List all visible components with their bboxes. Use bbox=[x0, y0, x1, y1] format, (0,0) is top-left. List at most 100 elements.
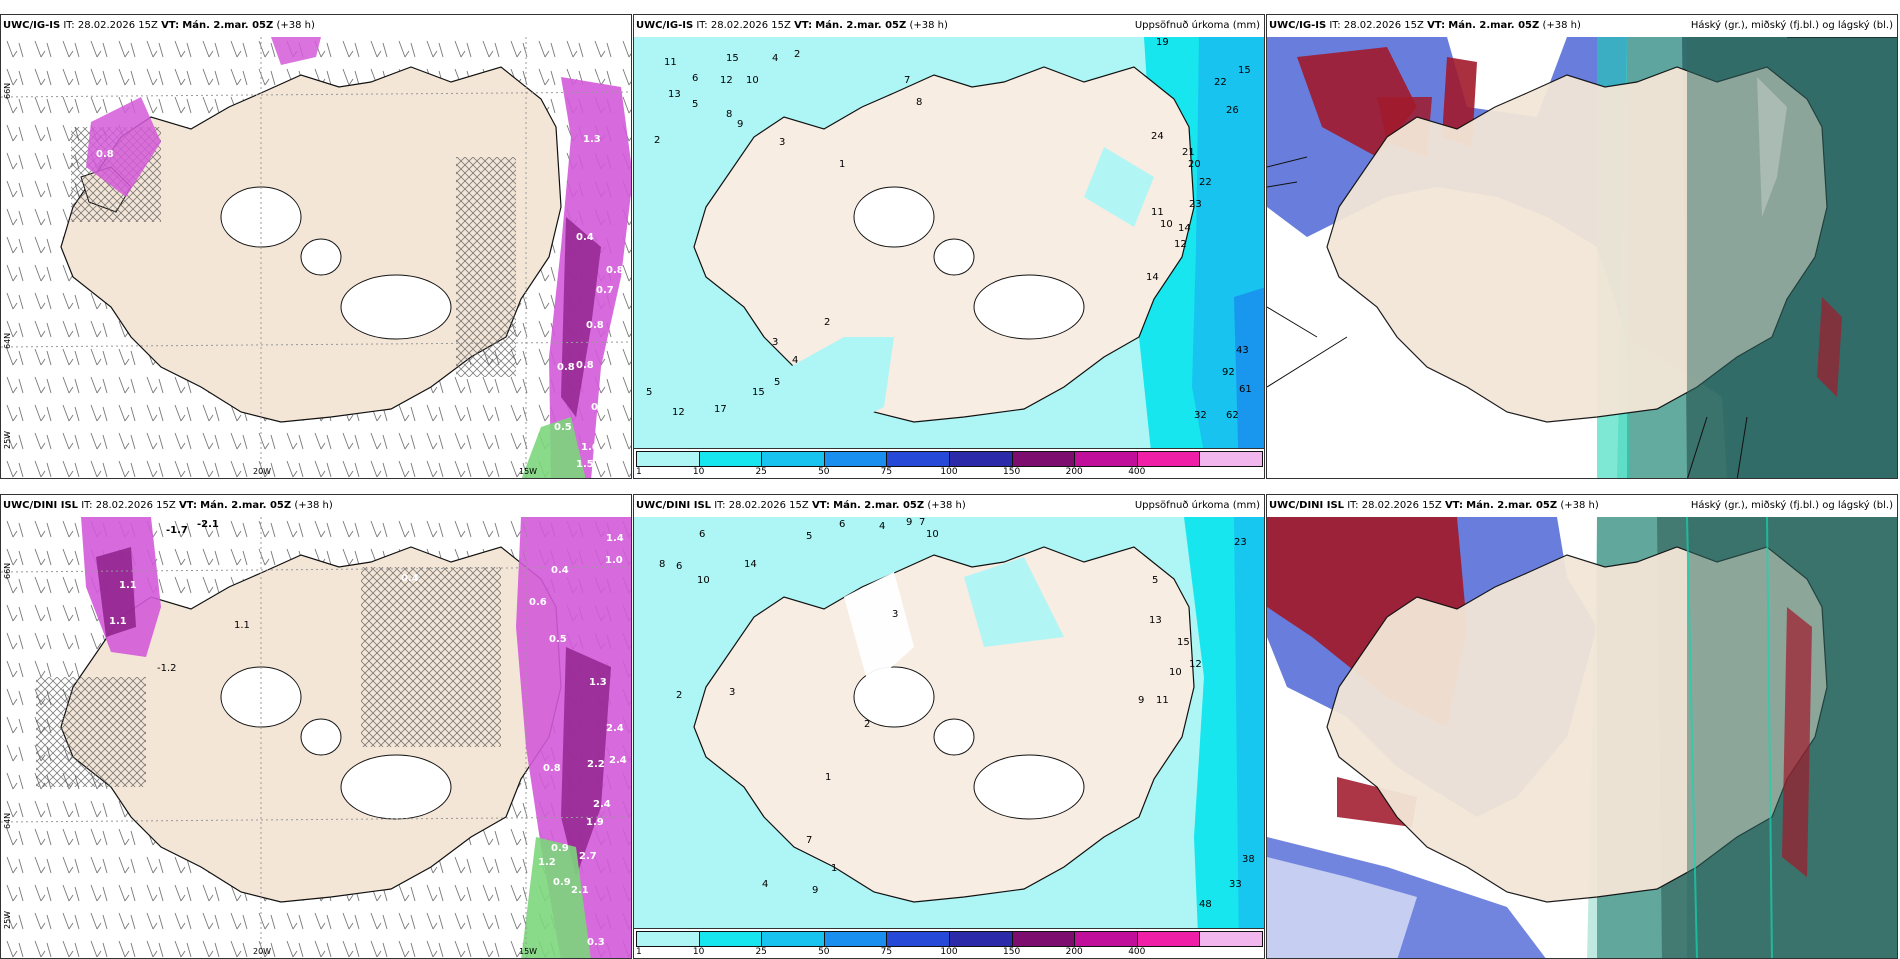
value-4: 4 bbox=[879, 521, 886, 532]
it-label: IT: bbox=[1347, 500, 1359, 511]
value-7: 7 bbox=[904, 75, 911, 86]
value-9: 9 bbox=[737, 119, 744, 130]
panel-header: UWC/IG-IS IT: 28.02.2026 15Z VT: Mán. 2.… bbox=[1, 15, 631, 37]
colorbar-swatch bbox=[698, 451, 763, 467]
value-32: 32 bbox=[1194, 410, 1207, 421]
value-6: 1.0 bbox=[605, 555, 623, 566]
map-svg bbox=[634, 517, 1264, 958]
value-3: 1.3 bbox=[583, 134, 601, 145]
vt-label: VT: bbox=[1444, 500, 1463, 511]
colorbar-label: 10 bbox=[692, 467, 705, 477]
value-17: 17 bbox=[714, 404, 727, 415]
it-value: 28.02.2026 15Z bbox=[77, 20, 158, 31]
it-label: IT: bbox=[696, 20, 708, 31]
value-5: 1.1 bbox=[109, 616, 127, 627]
value-2: -2.1 bbox=[197, 519, 219, 530]
lat-label-66n: 66N bbox=[3, 562, 12, 579]
panel-title bbox=[627, 15, 629, 37]
colorbar-swatches bbox=[636, 451, 1263, 467]
lat-label-25w: 25W bbox=[3, 430, 12, 449]
lat-label-64n: 64N bbox=[3, 332, 12, 349]
panel-header: UWC/DINI ISL IT: 28.02.2026 15Z VT: Mán.… bbox=[1267, 495, 1897, 517]
vt-value: Mán. 2.mar. 05Z bbox=[182, 20, 274, 31]
model-name: UWC/IG-IS bbox=[1269, 20, 1327, 31]
value-33: 33 bbox=[1229, 879, 1242, 890]
value-6: 6 bbox=[692, 73, 699, 84]
panel-title: Háský (gr.), miðský (fj.bl.) og lágský (… bbox=[1690, 500, 1893, 511]
colorbar-swatch bbox=[948, 451, 1013, 467]
map-svg bbox=[1, 517, 631, 958]
it-value: 28.02.2026 15Z bbox=[1361, 500, 1442, 511]
value-3: 1.1 bbox=[234, 620, 250, 631]
lead-time: (+38 h) bbox=[276, 20, 315, 31]
value-5b: 5 bbox=[646, 387, 653, 398]
colorbar-swatch bbox=[1011, 451, 1076, 467]
value-10: 10 bbox=[926, 529, 939, 540]
map-cloud bbox=[1267, 37, 1897, 478]
value-3b: 3 bbox=[729, 687, 736, 698]
colorbar-swatch bbox=[636, 931, 700, 947]
value-20: 0.9 bbox=[553, 877, 571, 888]
value-15: 2.4 bbox=[593, 799, 611, 810]
value-11: 11 bbox=[1156, 695, 1169, 706]
colorbar-label: 100 bbox=[940, 467, 958, 477]
value-8: 8 bbox=[726, 109, 733, 120]
value-23: 23 bbox=[1189, 199, 1202, 210]
value-1: -1.7 bbox=[166, 525, 188, 536]
colorbar-label: 75 bbox=[880, 947, 893, 957]
colorbar-label: 10 bbox=[692, 947, 705, 957]
map-cloud bbox=[1267, 517, 1897, 958]
colorbar-label: 1 bbox=[636, 467, 642, 477]
value-8b: 8 bbox=[916, 97, 923, 108]
colorbar-label: 50 bbox=[818, 467, 830, 477]
panel-header: UWC/IG-IS IT: 28.02.2026 15Z VT: Mán. 2.… bbox=[634, 15, 1264, 37]
value-1: 1 bbox=[839, 159, 846, 170]
value-7: 0.8 bbox=[586, 320, 604, 331]
vt-value: Mán. 2.mar. 05Z bbox=[1466, 500, 1558, 511]
panel-dini-cloud: UWC/DINI ISL IT: 28.02.2026 15Z VT: Mán.… bbox=[1266, 494, 1898, 959]
value-10: 10 bbox=[746, 75, 759, 86]
model-name: UWC/DINI ISL bbox=[636, 500, 712, 511]
map-svg bbox=[1267, 37, 1897, 478]
vt-label: VT: bbox=[161, 20, 180, 31]
map-svg bbox=[1, 37, 631, 478]
lead-time: (+38 h) bbox=[1542, 20, 1581, 31]
value-61: 61 bbox=[1239, 384, 1252, 395]
it-label: IT: bbox=[81, 500, 93, 511]
value-6c: 6 bbox=[676, 561, 683, 572]
value-1: 1 bbox=[825, 772, 832, 783]
value-6: 6 bbox=[699, 529, 706, 540]
panel-header: UWC/DINI ISL IT: 28.02.2026 15Z VT: Mán.… bbox=[634, 495, 1264, 517]
value-7: 7 bbox=[919, 517, 926, 528]
value-9: 0.6 bbox=[529, 597, 547, 608]
value-10: 0.5 bbox=[549, 634, 567, 645]
vt-label: VT: bbox=[794, 20, 813, 31]
value-14: 2.4 bbox=[609, 755, 627, 766]
value-18: 0.9 bbox=[551, 843, 569, 854]
value-1: 1.7 bbox=[591, 55, 609, 66]
panel-title bbox=[627, 495, 629, 517]
colorbar-swatch bbox=[948, 931, 1013, 947]
vt-label: VT: bbox=[1427, 20, 1446, 31]
it-label: IT: bbox=[714, 500, 726, 511]
value-12: 12 bbox=[720, 75, 733, 86]
value-2b: 2 bbox=[676, 690, 683, 701]
value-14: 14 bbox=[744, 559, 757, 570]
lead-time: (+38 h) bbox=[909, 20, 948, 31]
panel-title: Uppsöfnuð úrkoma (mm) bbox=[1134, 20, 1260, 31]
value-21: 2.1 bbox=[571, 885, 589, 896]
value-4: 4 bbox=[772, 53, 779, 64]
value-5: 5 bbox=[692, 99, 699, 110]
colorbar-swatch bbox=[761, 931, 825, 947]
colorbar-swatches bbox=[636, 931, 1263, 947]
value-12: 2.4 bbox=[606, 723, 624, 734]
lead-time: (+38 h) bbox=[1560, 500, 1599, 511]
value-12c: 12 bbox=[672, 407, 685, 418]
colorbar-swatch bbox=[1074, 451, 1138, 467]
value-4: -1.2 bbox=[157, 663, 177, 674]
lat-label-25w: 25W bbox=[3, 910, 12, 929]
colorbar-labels: 1 10 25 50 75 100 150 200 400 bbox=[636, 947, 1262, 958]
it-value: 28.02.2026 15Z bbox=[710, 20, 791, 31]
value-5c: 5 bbox=[774, 377, 781, 388]
value-16: 1.9 bbox=[586, 817, 604, 828]
